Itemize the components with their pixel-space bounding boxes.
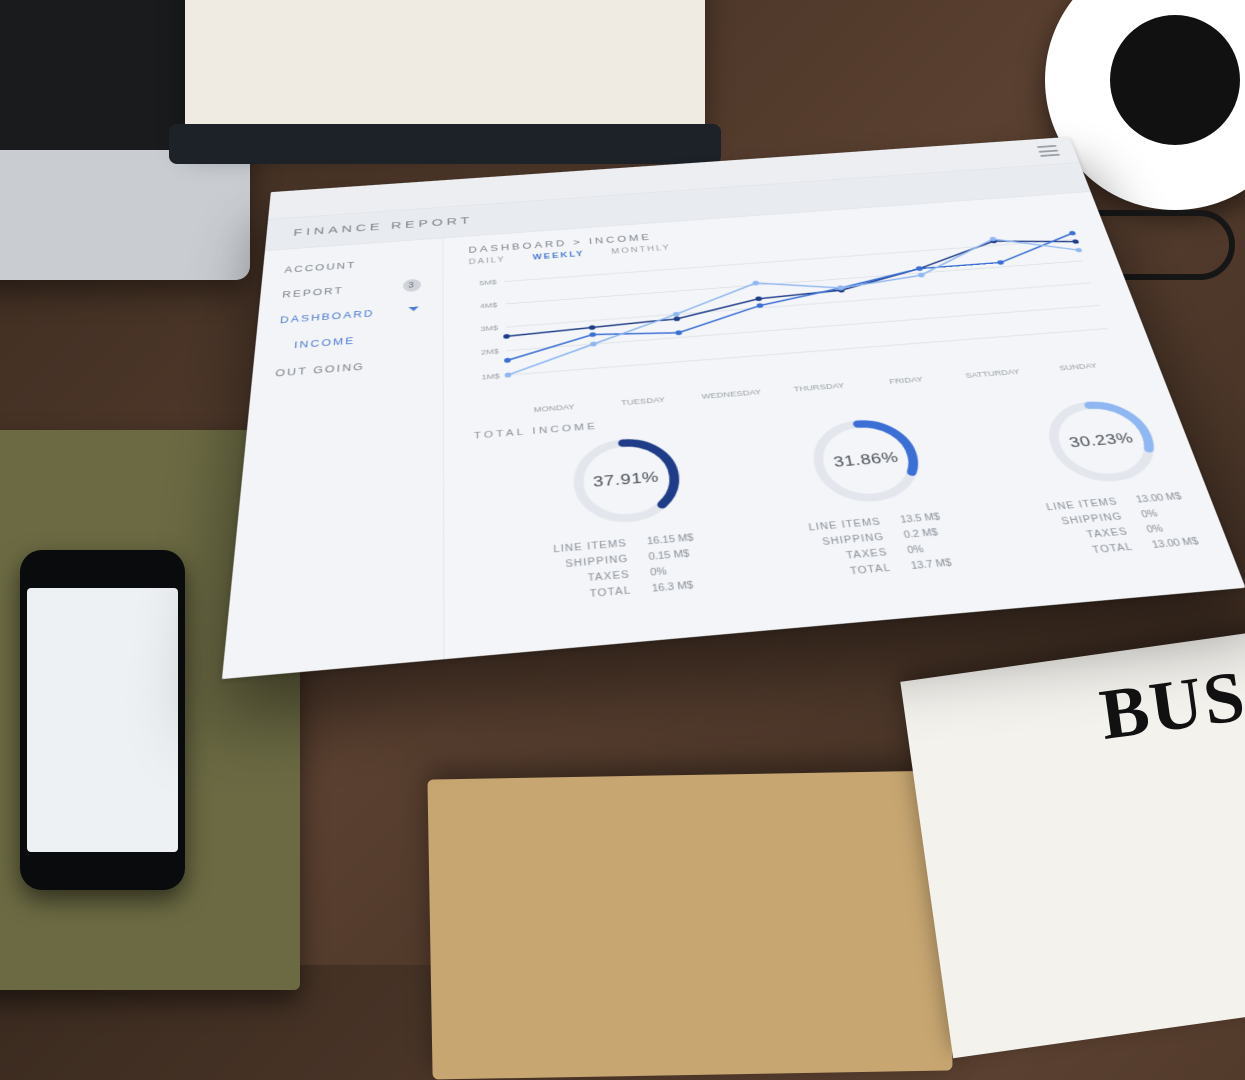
kpi-row-value: 16.15 M$: [647, 533, 695, 547]
tab-weekly[interactable]: WEEKLY: [532, 250, 584, 261]
kpi-row-label: SHIPPING: [554, 554, 629, 571]
sidebar-item-outgoing[interactable]: OUT GOING: [275, 356, 431, 378]
sidebar-item-label: INCOME: [294, 336, 356, 351]
kpi-row-label: LINE ITEMS: [808, 517, 882, 533]
kpi-row-value: 0.15 M$: [648, 549, 696, 563]
kpi-row-value: 13.7 M$: [910, 558, 953, 572]
kpi-percent-0: 37.91%: [563, 429, 691, 532]
kpi-row-label: TOTAL: [816, 563, 892, 580]
kpi-donut-2: 30.23%: [1030, 392, 1176, 491]
kpi-row-value: 0%: [650, 564, 698, 578]
kpi-row-value: 0%: [906, 543, 948, 556]
kpi-row-value: 0%: [1146, 522, 1195, 536]
breadcrumb-sep: >: [573, 237, 583, 247]
page-title: FINANCE REPORT: [293, 215, 473, 239]
svg-text:5M$: 5M$: [479, 279, 497, 287]
svg-text:WEDNESDAY: WEDNESDAY: [701, 388, 762, 401]
kpi-donut-0: 37.91%: [563, 429, 691, 532]
breadcrumb-current: INCOME: [589, 232, 653, 246]
sidebar-item-label: OUT GOING: [275, 361, 365, 378]
report-badge: 3: [403, 279, 421, 293]
kpi-row-value: 0%: [1140, 507, 1188, 521]
sidebar-item-label: REPORT: [282, 286, 344, 300]
chevron-down-icon: [409, 306, 419, 311]
kpi-row-value: 13.00 M$: [1135, 492, 1183, 505]
kpi-row-label: TAXES: [814, 548, 889, 564]
kpi-donut-1: 31.86%: [799, 411, 936, 512]
kpi-card-0: 37.91% LINE ITEMS 16.15 M$ SHIPPING 0.15 M$…: [472, 429, 700, 610]
kpi-row-label: TOTAL: [1059, 542, 1134, 558]
phone-prop: [20, 550, 185, 890]
kpi-percent-1: 31.86%: [799, 411, 936, 512]
folder-prop: [427, 770, 952, 1079]
kpi-row-label: TAXES: [1054, 527, 1129, 543]
svg-text:THURSDAY: THURSDAY: [793, 381, 846, 393]
kpi-row-label: SHIPPING: [811, 532, 886, 548]
kpi-row-label: TAXES: [555, 570, 631, 587]
kpi-row-value: 0.2 M$: [903, 527, 945, 540]
kpi-row-label: SHIPPING: [1050, 512, 1124, 528]
svg-text:TUESDAY: TUESDAY: [621, 396, 666, 407]
kpi-row-label: LINE ITEMS: [1045, 497, 1119, 513]
svg-text:1M$: 1M$: [482, 372, 501, 381]
sidebar-item-label: DASHBOARD: [280, 308, 375, 325]
svg-text:4M$: 4M$: [480, 301, 498, 309]
svg-text:FRIDAY: FRIDAY: [889, 375, 925, 385]
sidebar-item-account[interactable]: ACCOUNT: [284, 255, 431, 275]
svg-text:2M$: 2M$: [481, 348, 500, 357]
sidebar-item-label: ACCOUNT: [284, 260, 356, 275]
hamburger-icon[interactable]: [1037, 145, 1060, 157]
svg-text:SUNDAY: SUNDAY: [1058, 362, 1098, 373]
sidebar: ACCOUNT REPORT 3 DASHBOARD INCOME OUT GO…: [222, 238, 445, 679]
kpi-card-2: 30.23% LINE ITEMS 13.00 M$ SHIPPING 0% TAXES…: [942, 392, 1200, 565]
sidebar-item-income[interactable]: INCOME: [294, 330, 431, 351]
kpi-row-value: 13.5 M$: [899, 512, 941, 525]
main-panel: DASHBOARD > INCOME DAILY WEEKLY MONTHLY …: [443, 192, 1245, 659]
kpi-row-label: TOTAL: [556, 586, 632, 603]
svg-text:MONDAY: MONDAY: [534, 403, 576, 414]
svg-text:SATTURDAY: SATTURDAY: [964, 368, 1021, 380]
kpi-percent-2: 30.23%: [1030, 392, 1176, 491]
svg-text:3M$: 3M$: [480, 324, 498, 333]
kpi-row-value: 16.3 M$: [651, 580, 700, 595]
tab-daily[interactable]: DAILY: [469, 256, 506, 266]
sidebar-item-report[interactable]: REPORT 3: [282, 279, 431, 300]
kpi-row-label: LINE ITEMS: [553, 539, 627, 555]
kpi-row-value: 13.00 M$: [1151, 537, 1200, 551]
dashboard-sheet: FINANCE REPORT ACCOUNT REPORT 3 DASHBOAR…: [222, 137, 1245, 679]
kpi-card-1: 31.86% LINE ITEMS 13.5 M$ SHIPPING 0.2 M$ TA…: [709, 411, 953, 588]
sidebar-item-dashboard[interactable]: DASHBOARD: [280, 304, 431, 325]
